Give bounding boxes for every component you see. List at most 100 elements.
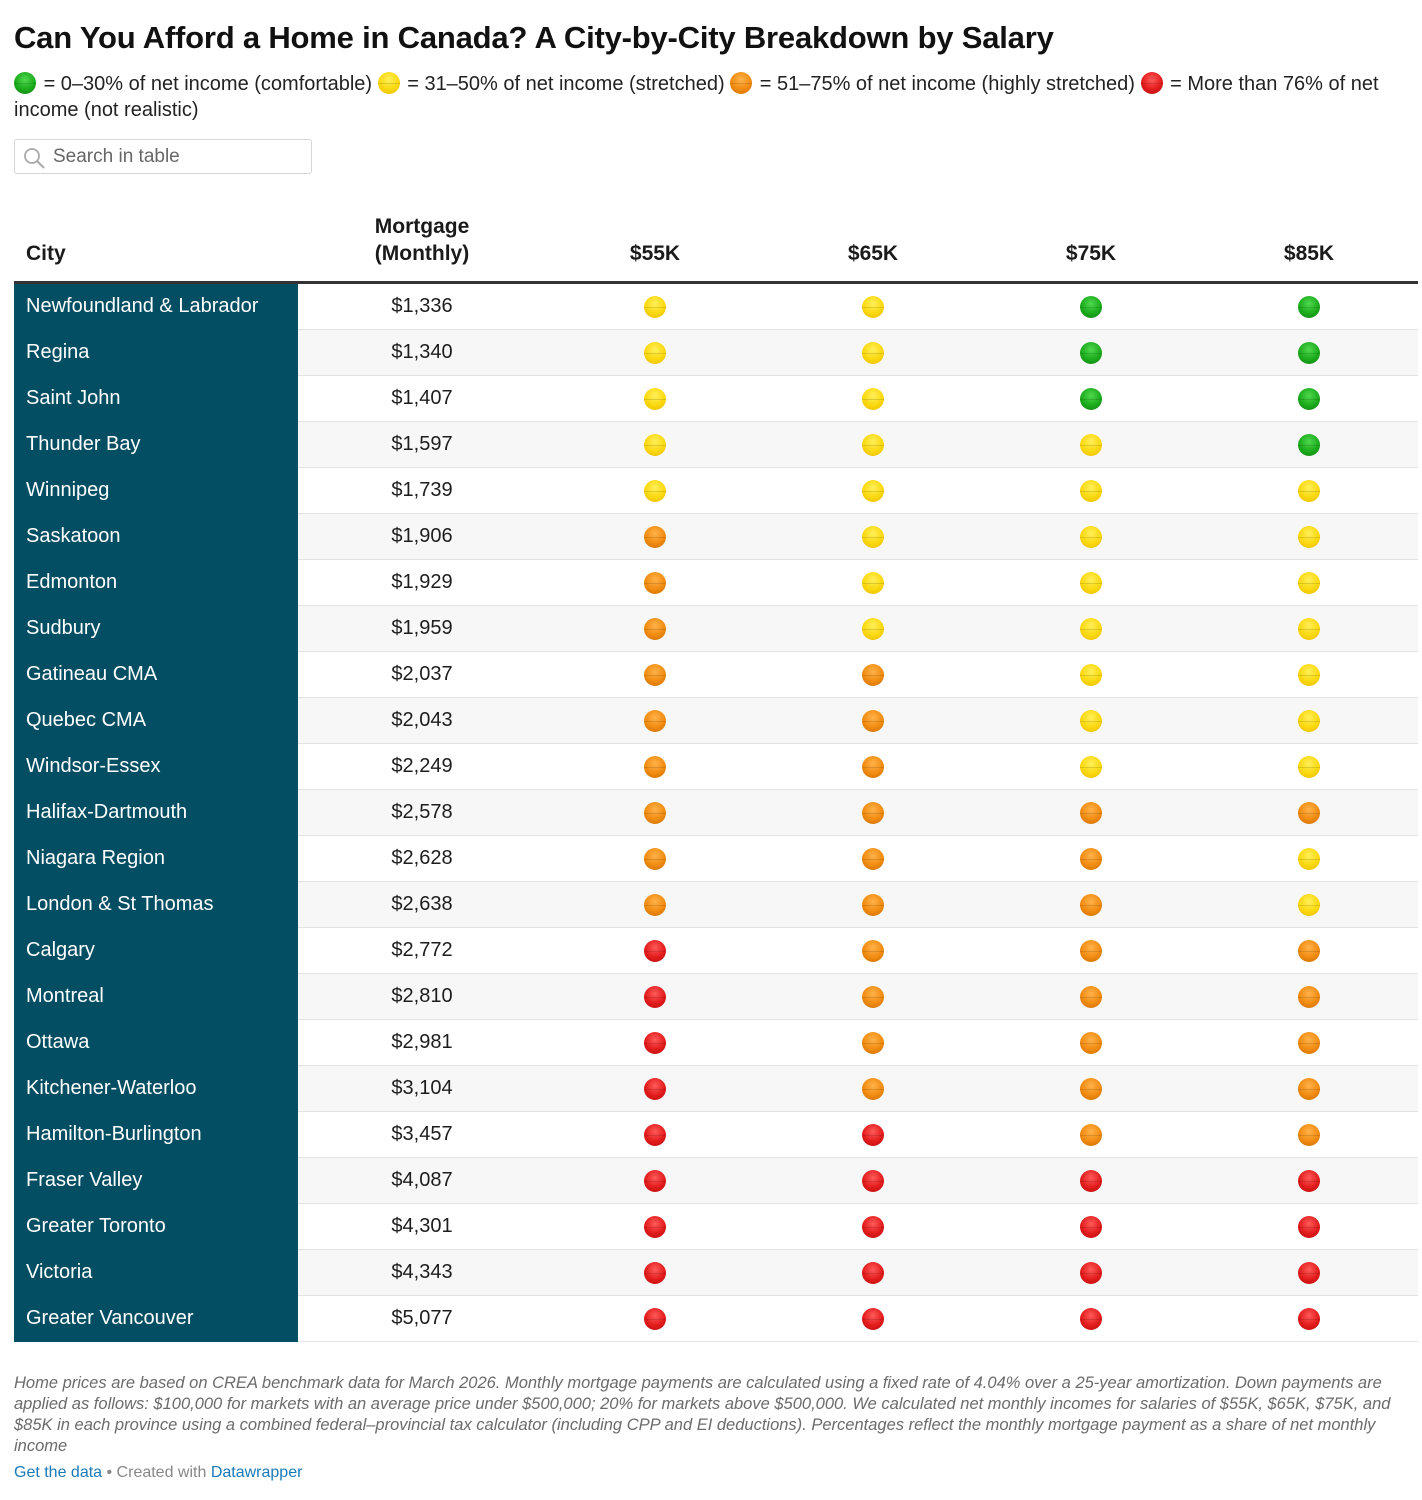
red-circle-icon (862, 1123, 884, 1146)
yellow-circle-icon (862, 617, 884, 640)
orange-circle-icon (644, 663, 666, 686)
affordability-cell-85k (1200, 743, 1418, 790)
affordability-cell-85k (1200, 697, 1418, 744)
affordability-cell-85k (1200, 375, 1418, 422)
red-circle-icon (644, 985, 666, 1008)
yellow-circle-icon (377, 72, 400, 94)
affordability-cell-85k (1200, 282, 1418, 330)
green-circle-icon (14, 72, 36, 94)
mortgage-cell: $2,037 (298, 651, 546, 698)
affordability-cell-75k (982, 282, 1200, 330)
table-row: Ottawa $2,981 (14, 1019, 1418, 1066)
affordability-cell-55k (546, 1249, 764, 1296)
table-row: Montreal $2,810 (14, 973, 1418, 1020)
orange-circle-icon (1080, 1077, 1102, 1100)
column-header-75k[interactable]: $75K (982, 213, 1200, 284)
red-circle-icon (644, 1123, 666, 1146)
yellow-circle-icon (1298, 709, 1320, 732)
mortgage-cell: $2,628 (298, 835, 546, 882)
red-circle-icon (1080, 1215, 1102, 1238)
affordability-cell-85k (1200, 1065, 1418, 1112)
table-row: Calgary $2,772 (14, 927, 1418, 974)
table-row: Greater Toronto $4,301 (14, 1203, 1418, 1250)
red-circle-icon (862, 1307, 884, 1330)
green-circle-icon (1080, 341, 1102, 364)
affordability-cell-85k (1200, 927, 1418, 974)
table-row: Quebec CMA $2,043 (14, 697, 1418, 744)
column-header-mortgage[interactable]: Mortgage (Monthly) (298, 213, 546, 284)
city-cell: Calgary (14, 927, 298, 974)
city-cell: Greater Vancouver (14, 1295, 298, 1342)
column-header-85k[interactable]: $85K (1200, 213, 1418, 284)
orange-circle-icon (1298, 1031, 1320, 1054)
green-circle-icon (1298, 387, 1320, 410)
credits: Get the data • Created with Datawrapper (14, 1464, 1408, 1482)
affordability-cell-75k (982, 375, 1200, 422)
table-row: Hamilton-Burlington $3,457 (14, 1111, 1418, 1158)
orange-circle-icon (862, 1077, 884, 1100)
orange-circle-icon (1080, 985, 1102, 1008)
mortgage-cell: $1,407 (298, 375, 546, 422)
affordability-cell-65k (764, 789, 982, 836)
search-input[interactable] (53, 140, 303, 173)
orange-circle-icon (1080, 847, 1102, 870)
yellow-circle-icon (1080, 525, 1102, 548)
orange-circle-icon (862, 985, 884, 1008)
orange-circle-icon (862, 893, 884, 916)
affordability-cell-55k (546, 1111, 764, 1158)
red-circle-icon (1298, 1307, 1320, 1330)
affordability-cell-65k (764, 559, 982, 606)
table-row: Thunder Bay $1,597 (14, 421, 1418, 468)
affordability-cell-75k (982, 329, 1200, 376)
affordability-cell-75k (982, 927, 1200, 974)
yellow-circle-icon (1298, 847, 1320, 870)
green-circle-icon (1298, 341, 1320, 364)
city-cell: Sudbury (14, 605, 298, 652)
yellow-circle-icon (644, 479, 666, 502)
datawrapper-link[interactable]: Datawrapper (210, 1464, 303, 1481)
city-cell: Regina (14, 329, 298, 376)
affordability-cell-85k (1200, 651, 1418, 698)
orange-circle-icon (862, 1031, 884, 1054)
city-cell: Winnipeg (14, 467, 298, 514)
affordability-cell-85k (1200, 1019, 1418, 1066)
table-row: Edmonton $1,929 (14, 559, 1418, 606)
red-circle-icon (644, 1031, 666, 1054)
column-header-city[interactable]: City (14, 213, 298, 284)
affordability-cell-55k (546, 1019, 764, 1066)
mortgage-cell: $2,578 (298, 789, 546, 836)
city-cell: Saskatoon (14, 513, 298, 560)
orange-circle-icon (1080, 939, 1102, 962)
affordability-cell-55k (546, 467, 764, 514)
affordability-cell-75k (982, 1111, 1200, 1158)
city-cell: Saint John (14, 375, 298, 422)
orange-circle-icon (644, 525, 666, 548)
mortgage-cell: $2,772 (298, 927, 546, 974)
get-the-data-link[interactable]: Get the data (14, 1464, 103, 1481)
mortgage-cell: $2,249 (298, 743, 546, 790)
column-header-65k[interactable]: $65K (764, 213, 982, 284)
orange-circle-icon (862, 663, 884, 686)
orange-circle-icon (862, 847, 884, 870)
page-title: Can You Afford a Home in Canada? A City-… (14, 20, 1054, 55)
orange-circle-icon (644, 893, 666, 916)
mortgage-cell: $1,336 (298, 282, 546, 330)
affordability-cell-75k (982, 421, 1200, 468)
mortgage-cell: $1,739 (298, 467, 546, 514)
yellow-circle-icon (862, 341, 884, 364)
city-cell: Fraser Valley (14, 1157, 298, 1204)
search-box[interactable] (14, 139, 312, 174)
mortgage-cell: $1,929 (298, 559, 546, 606)
city-cell: Halifax-Dartmouth (14, 789, 298, 836)
yellow-circle-icon (1080, 663, 1102, 686)
yellow-circle-icon (644, 341, 666, 364)
column-header-55k[interactable]: $55K (546, 213, 764, 284)
table-row: London & St Thomas $2,638 (14, 881, 1418, 928)
city-cell: Montreal (14, 973, 298, 1020)
affordability-cell-55k (546, 329, 764, 376)
yellow-circle-icon (1298, 663, 1320, 686)
affordability-cell-55k (546, 697, 764, 744)
table-row: Regina $1,340 (14, 329, 1418, 376)
yellow-circle-icon (1080, 571, 1102, 594)
table-row: Newfoundland & Labrador $1,336 (14, 282, 1418, 330)
